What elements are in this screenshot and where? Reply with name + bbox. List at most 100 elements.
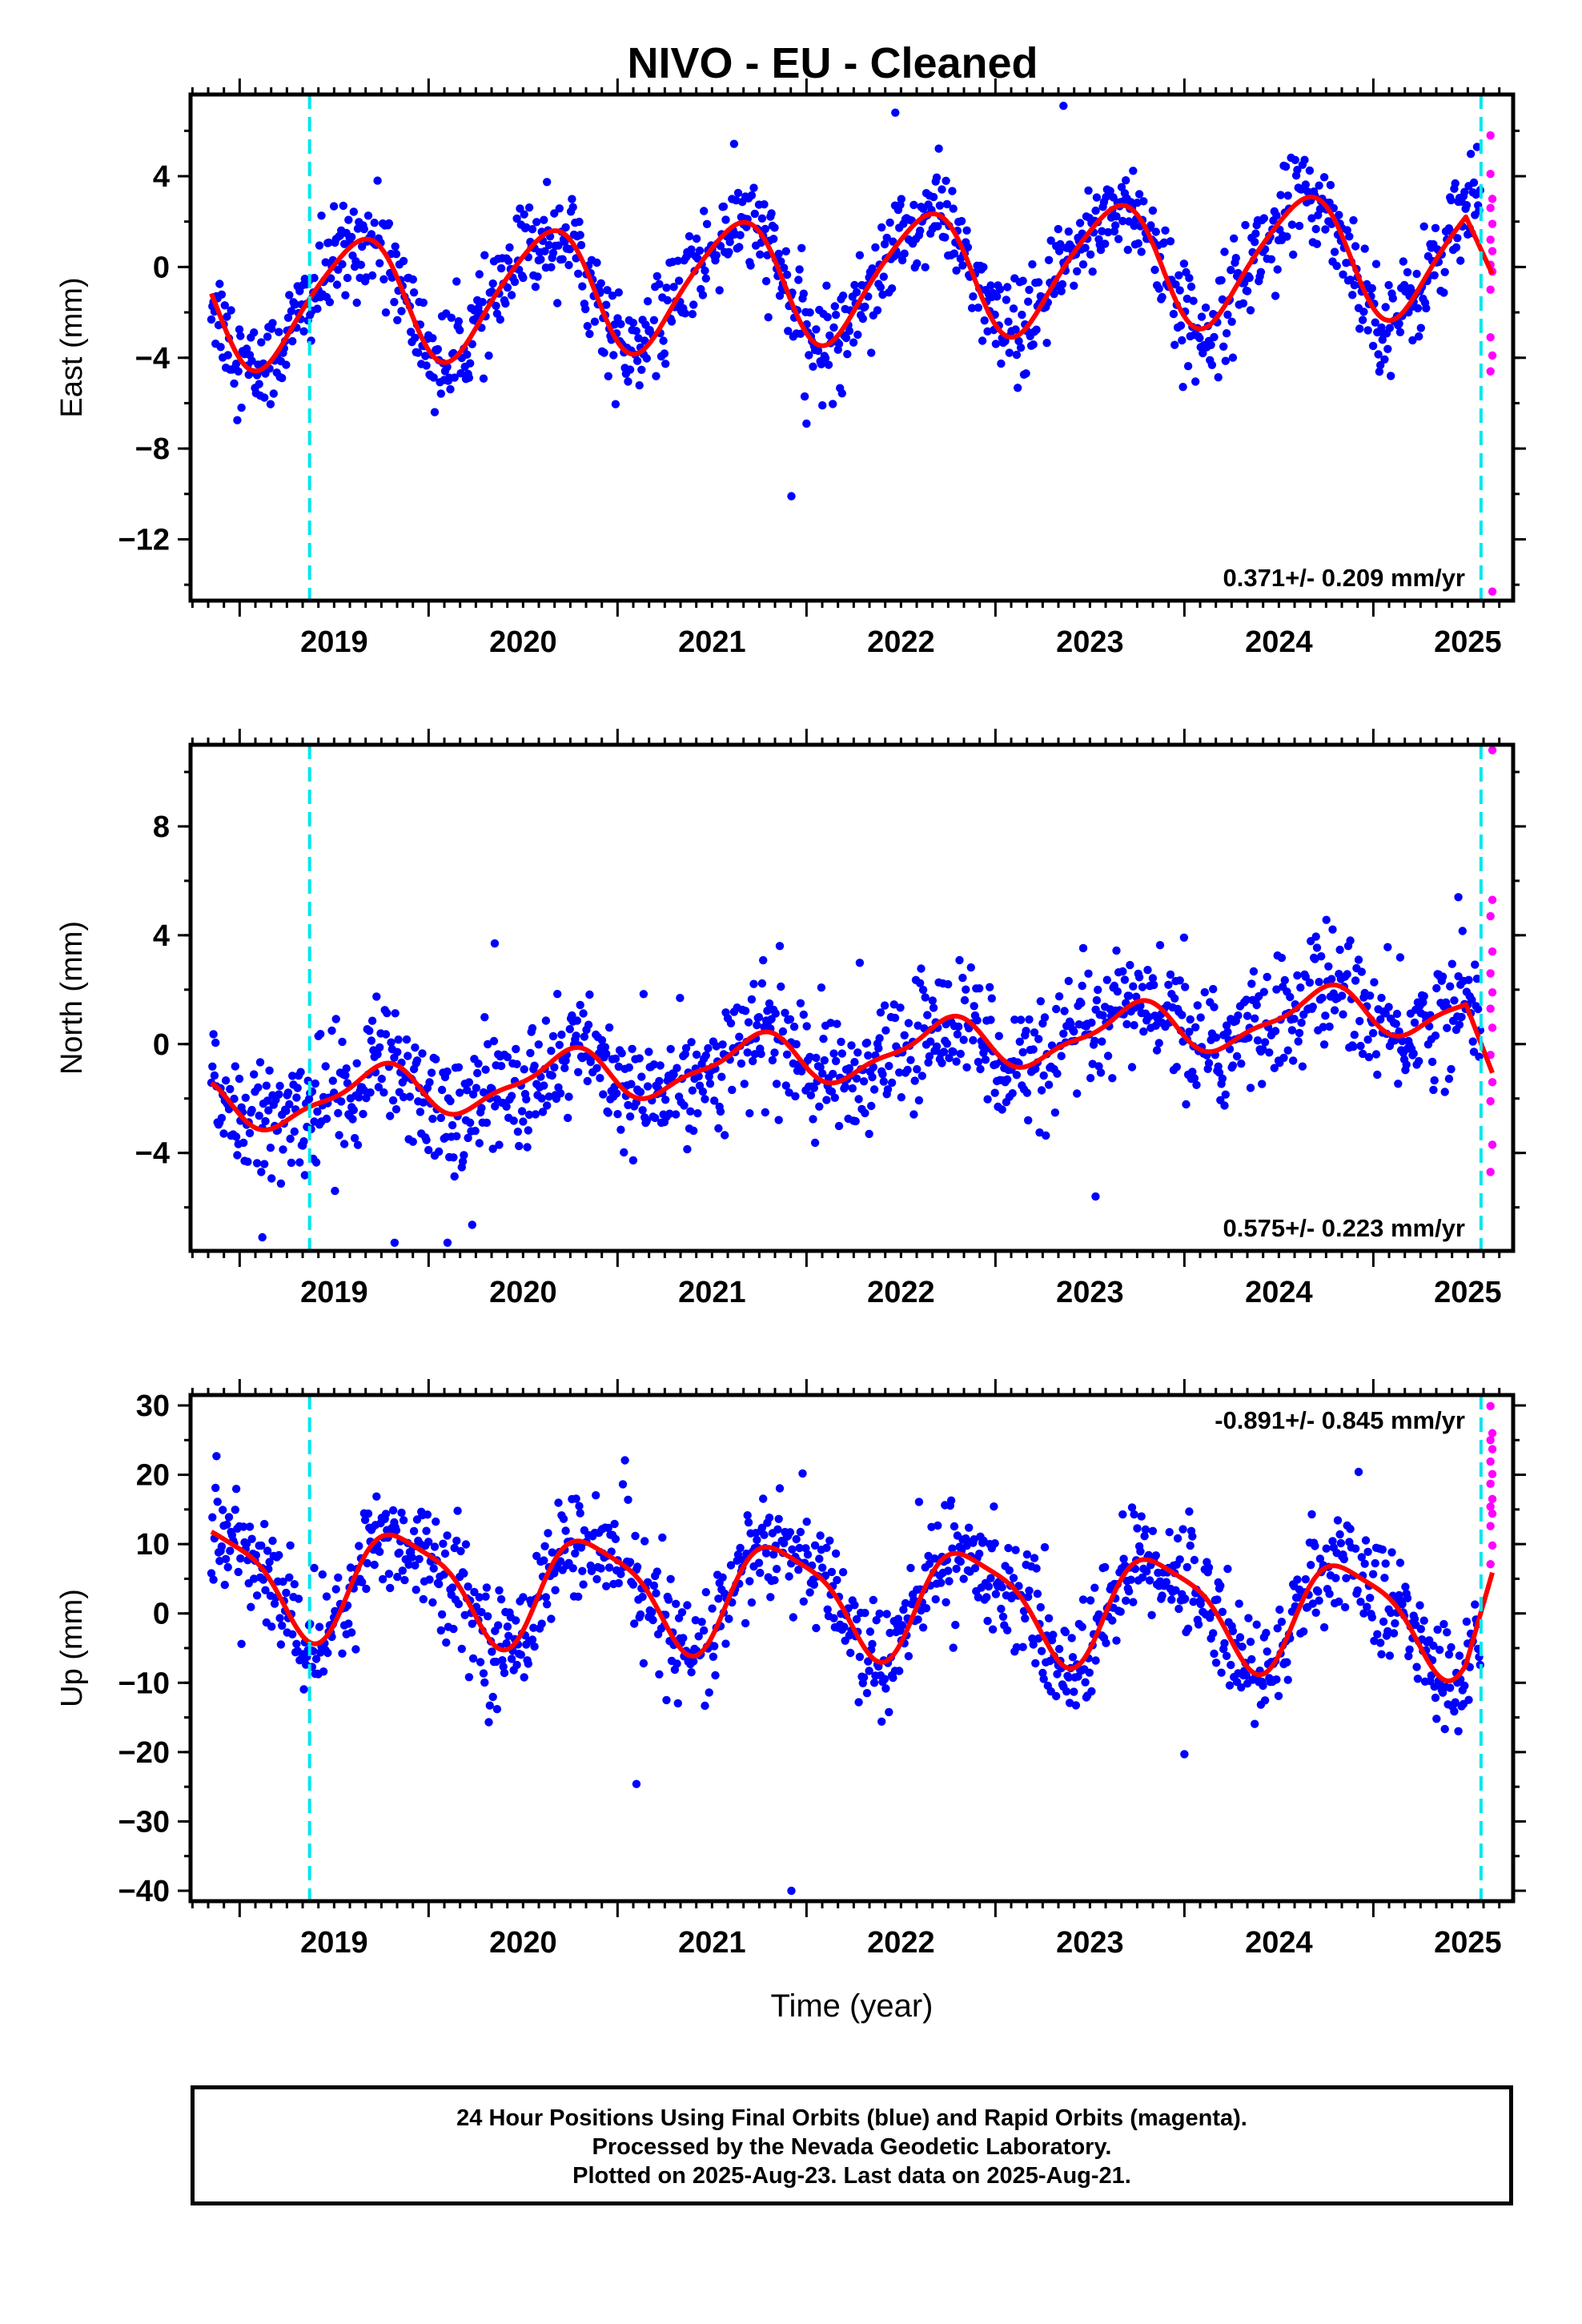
final-orbit-point — [983, 1095, 992, 1104]
final-orbit-point — [1175, 286, 1184, 295]
final-orbit-point — [288, 1072, 297, 1080]
model-fit-line — [209, 982, 1495, 1132]
final-orbit-point — [456, 1088, 464, 1097]
final-orbit-point — [749, 183, 758, 192]
final-orbit-point — [1294, 1037, 1303, 1046]
final-orbit-point — [983, 327, 992, 336]
final-orbit-point — [1384, 1003, 1393, 1011]
final-orbit-point — [974, 304, 983, 312]
final-orbit-point — [1130, 1021, 1138, 1030]
final-orbit-point — [1103, 1051, 1113, 1060]
final-orbit-point — [1348, 291, 1357, 300]
final-orbit-point — [1126, 960, 1134, 970]
plot-area — [207, 1395, 1497, 1901]
final-orbit-point — [880, 1001, 889, 1010]
final-orbit-point — [1018, 1642, 1027, 1651]
final-orbit-point — [574, 269, 583, 278]
final-orbit-point — [834, 340, 844, 348]
final-orbit-point — [712, 1042, 721, 1051]
final-orbit-point — [216, 343, 225, 352]
final-orbit-point — [231, 1132, 241, 1141]
final-orbit-point — [255, 1058, 265, 1067]
final-orbit-point — [1068, 1653, 1078, 1662]
final-orbit-point — [210, 1071, 219, 1080]
final-orbit-point — [1360, 244, 1369, 253]
final-orbit-point — [642, 1116, 651, 1126]
final-orbit-point — [877, 1717, 886, 1726]
final-orbit-point — [219, 1506, 227, 1514]
final-orbit-point — [800, 392, 809, 401]
final-orbit-point — [1299, 1627, 1308, 1636]
final-orbit-point — [315, 1622, 324, 1631]
final-orbit-point — [834, 1121, 844, 1131]
final-orbit-point — [1468, 995, 1476, 1004]
final-orbit-point — [871, 243, 880, 252]
final-orbit-point — [1142, 1567, 1151, 1576]
final-orbit-point — [756, 250, 765, 259]
x-tick-label: 2023 — [1056, 1276, 1124, 1309]
final-orbit-point — [355, 1542, 363, 1550]
final-orbit-point — [1222, 1021, 1231, 1030]
final-orbit-point — [628, 319, 638, 328]
final-orbit-point — [537, 1619, 546, 1628]
final-orbit-point — [795, 265, 804, 274]
final-orbit-point — [655, 1670, 664, 1679]
final-orbit-point — [600, 1043, 610, 1051]
final-orbit-point — [816, 1531, 825, 1540]
final-orbit-point — [231, 1506, 239, 1514]
footer-line-1: 24 Hour Positions Using Final Orbits (bl… — [456, 2105, 1247, 2131]
final-orbit-point — [1009, 1574, 1018, 1582]
final-orbit-point — [674, 276, 684, 285]
final-orbit-point — [935, 201, 945, 210]
final-orbit-point — [1332, 261, 1341, 271]
rapid-orbit-point — [1486, 235, 1495, 244]
rapid-orbit-point — [1488, 746, 1497, 754]
final-orbit-point — [596, 279, 605, 287]
y-tick-label: −4 — [135, 342, 170, 376]
final-orbit-point — [1371, 1558, 1379, 1568]
final-orbit-point — [1186, 1541, 1195, 1550]
final-orbit-point — [797, 1067, 806, 1076]
final-orbit-point — [1322, 1544, 1331, 1553]
final-orbit-point — [370, 219, 379, 227]
final-orbit-point — [910, 1076, 919, 1085]
final-orbit-point — [1379, 1617, 1388, 1626]
final-orbit-point — [1239, 299, 1248, 308]
final-orbit-point — [247, 1534, 256, 1543]
final-orbit-point — [1056, 239, 1065, 249]
final-orbit-point — [805, 1052, 814, 1062]
final-orbit-point — [1381, 1559, 1390, 1568]
final-orbit-point — [942, 1598, 950, 1607]
final-orbit-point — [1395, 319, 1403, 328]
final-orbit-point — [1077, 999, 1086, 1007]
final-orbit-point — [900, 249, 909, 258]
final-orbit-point — [1092, 193, 1102, 202]
final-orbit-point — [1122, 176, 1130, 185]
final-orbit-point — [515, 1141, 524, 1151]
final-orbit-point — [1009, 304, 1018, 313]
final-orbit-point — [1235, 1633, 1245, 1642]
final-orbit-point — [843, 350, 852, 359]
final-orbit-point — [1214, 373, 1223, 382]
final-orbit-point — [1234, 1011, 1243, 1020]
final-orbit-point — [568, 195, 576, 203]
final-orbit-point — [338, 259, 347, 269]
x-tick-label: 2023 — [1056, 1926, 1124, 1960]
final-orbit-point — [1380, 1574, 1389, 1582]
final-orbit-point — [1307, 214, 1316, 223]
final-orbit-point — [1349, 215, 1358, 225]
final-orbit-point — [757, 1049, 765, 1059]
final-orbit-point — [701, 266, 709, 275]
final-orbit-point — [1075, 219, 1085, 227]
final-orbit-point — [709, 1652, 718, 1661]
final-orbit-point — [572, 1016, 582, 1025]
final-orbit-point — [1471, 960, 1480, 969]
rapid-orbit-point — [1488, 1023, 1497, 1032]
final-orbit-point — [1139, 197, 1148, 206]
final-orbit-point — [990, 1502, 998, 1511]
final-orbit-point — [342, 1064, 351, 1073]
final-orbit-point — [1004, 1543, 1013, 1553]
final-orbit-point — [1227, 266, 1235, 275]
final-orbit-point — [436, 1113, 445, 1123]
